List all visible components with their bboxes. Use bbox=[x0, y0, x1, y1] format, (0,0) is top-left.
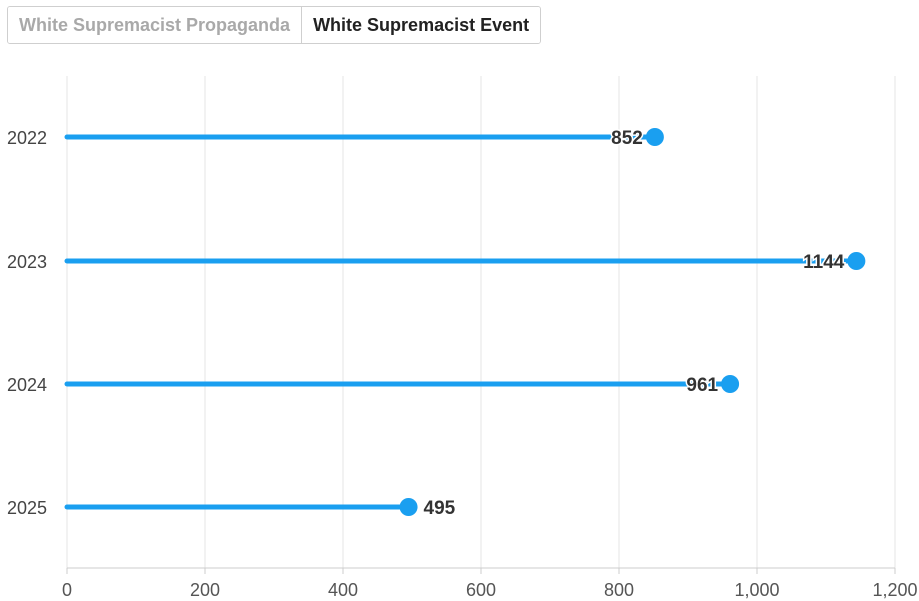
y-tick-label: 2023 bbox=[7, 252, 47, 272]
lollipop-dot bbox=[399, 498, 418, 516]
x-tick-label: 800 bbox=[604, 580, 634, 600]
data-marks: 852 1144 961 495 bbox=[64, 127, 866, 521]
data-label: 495 bbox=[424, 498, 456, 519]
y-tick-label: 2024 bbox=[7, 375, 47, 395]
lollipop-dot bbox=[645, 128, 664, 146]
x-tick-label: 400 bbox=[328, 580, 358, 600]
tab-white-supremacist-propaganda[interactable]: White Supremacist Propaganda bbox=[8, 7, 302, 43]
x-tick-label: 1,000 bbox=[734, 580, 779, 600]
x-tick-label: 1,200 bbox=[872, 580, 917, 600]
grid-lines bbox=[66, 76, 896, 568]
lollipop-dot bbox=[847, 252, 866, 270]
chart-tab-group: White Supremacist Propaganda White Supre… bbox=[7, 6, 542, 44]
lollipop-dot bbox=[721, 375, 740, 393]
data-label: 1144 bbox=[803, 252, 845, 273]
y-tick-label: 2022 bbox=[7, 128, 47, 148]
x-axis: 0 200 400 600 800 1,000 1,200 bbox=[62, 567, 918, 600]
tab-white-supremacist-event[interactable]: White Supremacist Event bbox=[301, 7, 541, 43]
x-tick-label: 0 bbox=[62, 580, 72, 600]
y-axis: 2022 2023 2024 2025 bbox=[7, 128, 47, 518]
y-tick-label: 2025 bbox=[7, 498, 47, 518]
data-label: 852 bbox=[611, 128, 643, 149]
data-label: 961 bbox=[686, 375, 718, 396]
x-tick-label: 600 bbox=[466, 580, 496, 600]
x-tick-label: 200 bbox=[190, 580, 220, 600]
